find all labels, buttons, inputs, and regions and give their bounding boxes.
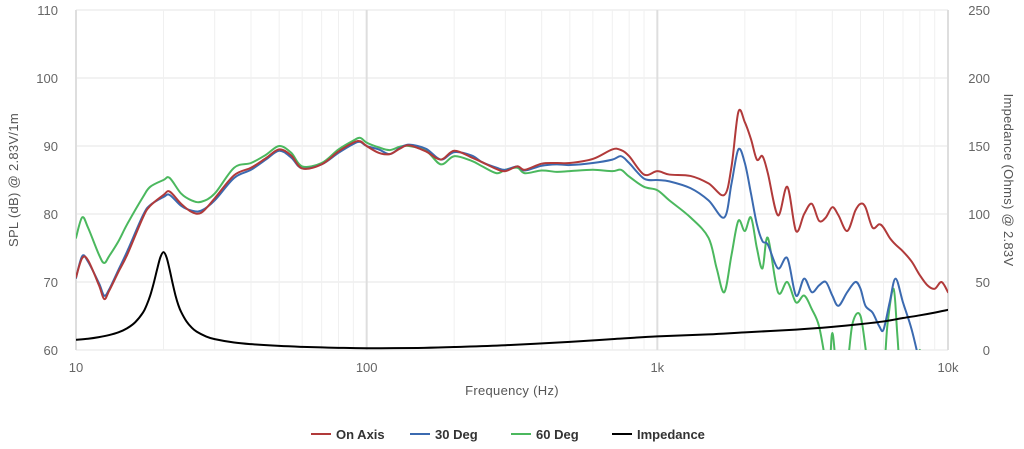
series-line-on-axis — [76, 108, 948, 301]
y2-tick-label: 100 — [968, 207, 990, 222]
y2-axis-title: Impedance (Ohms) @ 2.83V — [1001, 94, 1016, 267]
x-tick-label: 10k — [938, 360, 959, 375]
series-line-impedance — [76, 251, 948, 350]
tick-labels: 60 70 80 90 100 110 0 50 100 150 200 250 10 100 1k 10k — [36, 3, 990, 375]
y2-tick-label: 0 — [983, 343, 990, 358]
grid — [75, 9, 949, 351]
y-axis-title: SPL (dB) @ 2.83V/1m — [6, 113, 21, 247]
y-tick-label: 110 — [37, 3, 58, 18]
x-axis-title: Frequency (Hz) — [465, 383, 559, 398]
legend-label-30-deg[interactable]: 30 Deg — [435, 427, 478, 442]
y2-tick-label: 50 — [976, 275, 990, 290]
x-tick-label: 100 — [356, 360, 378, 375]
x-tick-label: 1k — [650, 360, 664, 375]
y-tick-label: 70 — [44, 275, 58, 290]
y2-tick-label: 200 — [968, 71, 990, 86]
series-lines — [76, 108, 948, 350]
x-tick-label: 10 — [69, 360, 83, 375]
series-line-60-deg — [76, 136, 921, 350]
y-tick-label: 100 — [36, 71, 58, 86]
y2-tick-label: 250 — [968, 3, 990, 18]
legend-label-impedance[interactable]: Impedance — [637, 427, 705, 442]
legend: On Axis 30 Deg 60 Deg Impedance — [311, 427, 705, 442]
y-tick-label: 60 — [44, 343, 58, 358]
series-line-30-deg — [76, 140, 918, 350]
y-tick-label: 80 — [44, 207, 58, 222]
y-tick-label: 90 — [44, 139, 58, 154]
legend-label-60-deg[interactable]: 60 Deg — [536, 427, 579, 442]
legend-label-on-axis[interactable]: On Axis — [336, 427, 385, 442]
y2-tick-label: 150 — [968, 139, 990, 154]
